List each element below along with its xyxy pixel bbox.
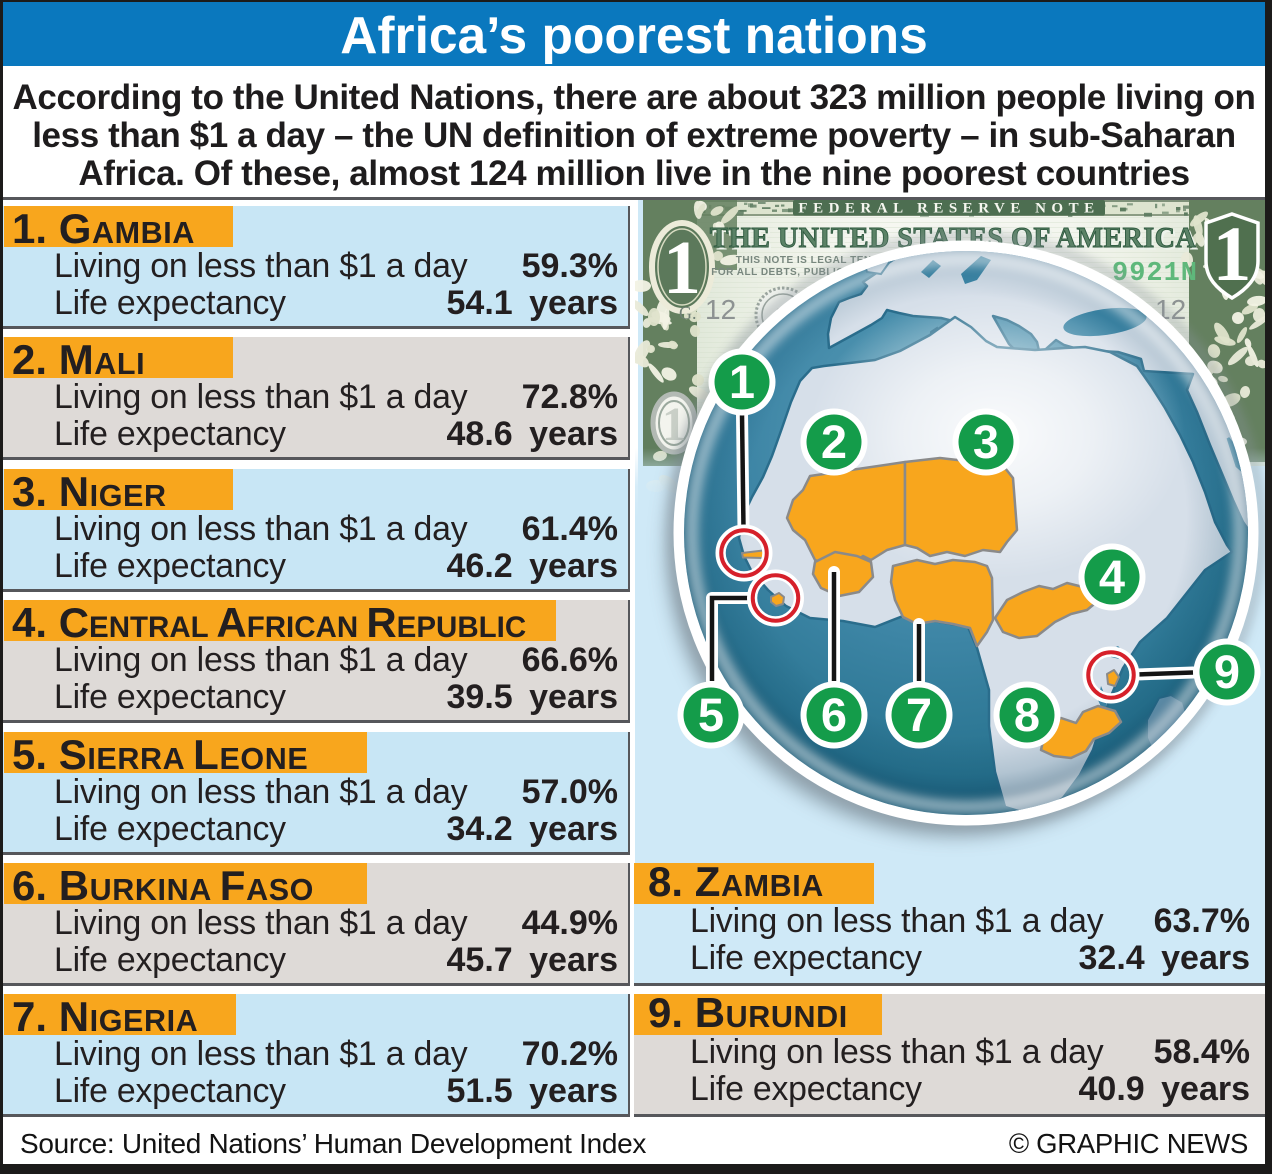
svg-text:FEDERAL RESERVE NOTE: FEDERAL RESERVE NOTE [798, 201, 1099, 217]
svg-text:THIS NOTE IS LEGAL TENDER: THIS NOTE IS LEGAL TENDER [736, 255, 895, 266]
svg-text:G.: G. [679, 303, 697, 323]
svg-text:12: 12 [705, 294, 736, 325]
svg-text:FOR ALL DEBTS, PUBLIC AND PRIV: FOR ALL DEBTS, PUBLIC AND PRIVATE [711, 267, 918, 278]
svg-text:1: 1 [1213, 210, 1252, 297]
svg-text:1: 1 [663, 226, 701, 310]
